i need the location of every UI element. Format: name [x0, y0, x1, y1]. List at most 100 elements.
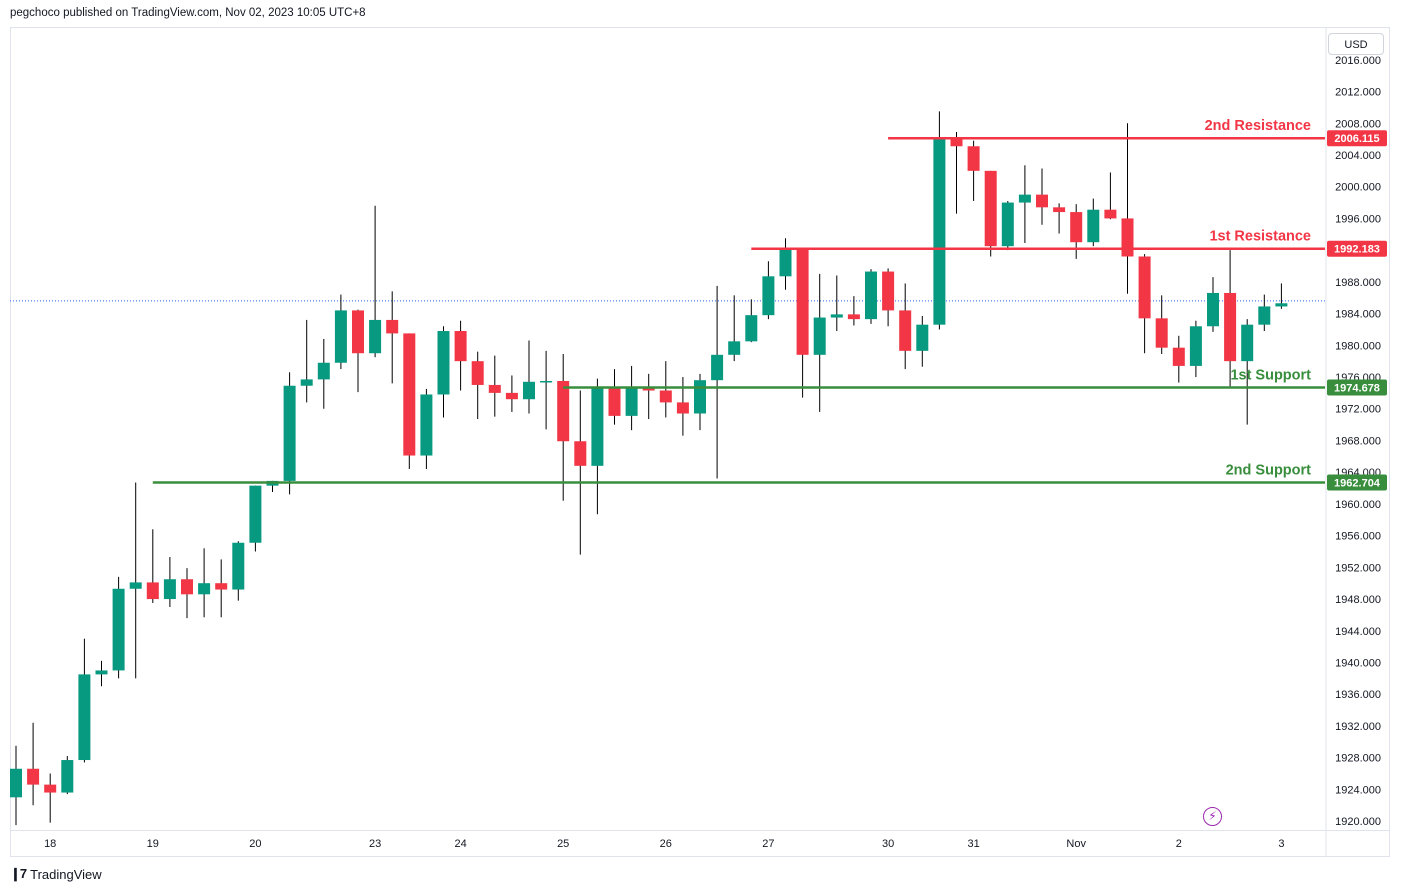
candle-up[interactable]	[317, 362, 330, 380]
candle-up[interactable]	[711, 354, 724, 381]
candle-up[interactable]	[523, 381, 535, 400]
candle-down[interactable]	[847, 314, 860, 320]
y-tick-label: 1952.000	[1335, 562, 1381, 574]
y-tick-label: 1980.000	[1335, 340, 1381, 352]
y-tick-label: 2016.000	[1335, 55, 1381, 67]
candle-down[interactable]	[1070, 212, 1083, 243]
y-tick-label: 1956.000	[1335, 531, 1381, 543]
candle-up[interactable]	[540, 380, 553, 383]
candle-down[interactable]	[215, 583, 228, 590]
candle-down[interactable]	[488, 384, 501, 393]
candle-up[interactable]	[1087, 209, 1100, 243]
tradingview-brand[interactable]: ❙7 TradingView	[10, 866, 102, 882]
x-tick-label: 24	[454, 838, 466, 850]
plot-area	[10, 111, 1325, 826]
candle-up[interactable]	[283, 385, 296, 481]
candle-up[interactable]	[813, 317, 826, 355]
support-level-label: 1st Support	[1230, 368, 1311, 384]
candle-down[interactable]	[950, 139, 963, 147]
y-tick-label: 1948.000	[1335, 594, 1381, 606]
candle-down[interactable]	[352, 310, 364, 354]
candle-up[interactable]	[163, 579, 176, 600]
candle-up[interactable]	[334, 310, 347, 363]
candle-up[interactable]	[232, 542, 245, 590]
candle-up[interactable]	[1189, 326, 1202, 366]
candle-up[interactable]	[112, 588, 125, 671]
candle-up[interactable]	[762, 276, 775, 316]
x-tick-label: Nov	[1066, 838, 1086, 850]
candle-up[interactable]	[830, 314, 843, 318]
candle-up[interactable]	[249, 485, 262, 543]
candle-down[interactable]	[1104, 209, 1117, 219]
candle-down[interactable]	[967, 146, 980, 171]
candle-down[interactable]	[27, 768, 40, 785]
x-tick-label: 3	[1278, 838, 1284, 850]
candle-up[interactable]	[745, 315, 758, 342]
candle-down[interactable]	[454, 331, 467, 362]
candle-up[interactable]	[78, 674, 91, 761]
candle-up[interactable]	[591, 388, 604, 466]
candle-up[interactable]	[916, 324, 929, 351]
candle-up[interactable]	[420, 394, 433, 456]
candle-down[interactable]	[146, 582, 159, 600]
currency-button[interactable]: USD	[1328, 33, 1384, 55]
y-tick-label: 1960.000	[1335, 499, 1381, 511]
resistance-price-label: 2006.115	[1334, 133, 1379, 145]
candle-up[interactable]	[129, 582, 142, 589]
candle-down[interactable]	[44, 784, 57, 793]
candle-up[interactable]	[369, 319, 382, 354]
y-tick-label: 2004.000	[1335, 150, 1381, 162]
y-tick-label: 1968.000	[1335, 435, 1381, 447]
candle-down[interactable]	[1224, 292, 1237, 362]
y-tick-label: 2000.000	[1335, 182, 1381, 194]
candle-up[interactable]	[933, 139, 946, 325]
resistance-price-tag	[1327, 130, 1387, 147]
candle-down[interactable]	[505, 392, 518, 400]
candle-down[interactable]	[984, 170, 997, 247]
candle-down[interactable]	[608, 388, 621, 416]
candle-down[interactable]	[659, 390, 672, 403]
candle-up[interactable]	[198, 583, 211, 595]
candle-down[interactable]	[403, 333, 416, 456]
x-tick-label: 23	[369, 838, 381, 850]
lightning-icon[interactable]: ⚡︎	[1203, 807, 1222, 826]
candle-down[interactable]	[471, 361, 484, 385]
candle-down[interactable]	[1138, 256, 1151, 319]
candle-up[interactable]	[1207, 292, 1219, 327]
candle-up[interactable]	[1258, 306, 1271, 325]
candle-up[interactable]	[1275, 303, 1288, 307]
candle-up[interactable]	[10, 768, 22, 798]
y-tick-label: 1940.000	[1335, 658, 1381, 670]
candle-down[interactable]	[899, 310, 912, 351]
candle-down[interactable]	[1155, 318, 1168, 348]
candle-up[interactable]	[728, 341, 741, 355]
candle-up[interactable]	[779, 247, 792, 277]
candle-down[interactable]	[386, 319, 399, 334]
candle-down[interactable]	[1036, 194, 1048, 208]
y-tick-label: 1984.000	[1335, 309, 1381, 321]
candle-up[interactable]	[625, 386, 638, 416]
resistance-price-label: 1992.183	[1334, 244, 1380, 256]
candle-down[interactable]	[557, 380, 570, 442]
candle-down[interactable]	[1172, 347, 1185, 366]
candle-up[interactable]	[437, 331, 450, 395]
chart-frame	[10, 27, 1390, 857]
candle-down[interactable]	[574, 441, 587, 466]
candle-up[interactable]	[1241, 324, 1254, 362]
candle-up[interactable]	[95, 670, 108, 675]
candle-down[interactable]	[1053, 207, 1066, 213]
candle-down[interactable]	[181, 579, 193, 595]
candle-up[interactable]	[300, 379, 313, 386]
candle-down[interactable]	[882, 271, 895, 311]
candle-down[interactable]	[676, 402, 689, 414]
resistance-level-label: 2nd Resistance	[1205, 118, 1311, 134]
candle-up[interactable]	[865, 271, 877, 320]
candle-down[interactable]	[796, 247, 809, 355]
candle-up[interactable]	[694, 380, 706, 414]
candle-up[interactable]	[1018, 194, 1031, 203]
candle-up[interactable]	[61, 760, 74, 793]
x-tick-label: 30	[882, 838, 894, 850]
candle-down[interactable]	[1121, 218, 1134, 257]
candle-up[interactable]	[1001, 202, 1014, 247]
